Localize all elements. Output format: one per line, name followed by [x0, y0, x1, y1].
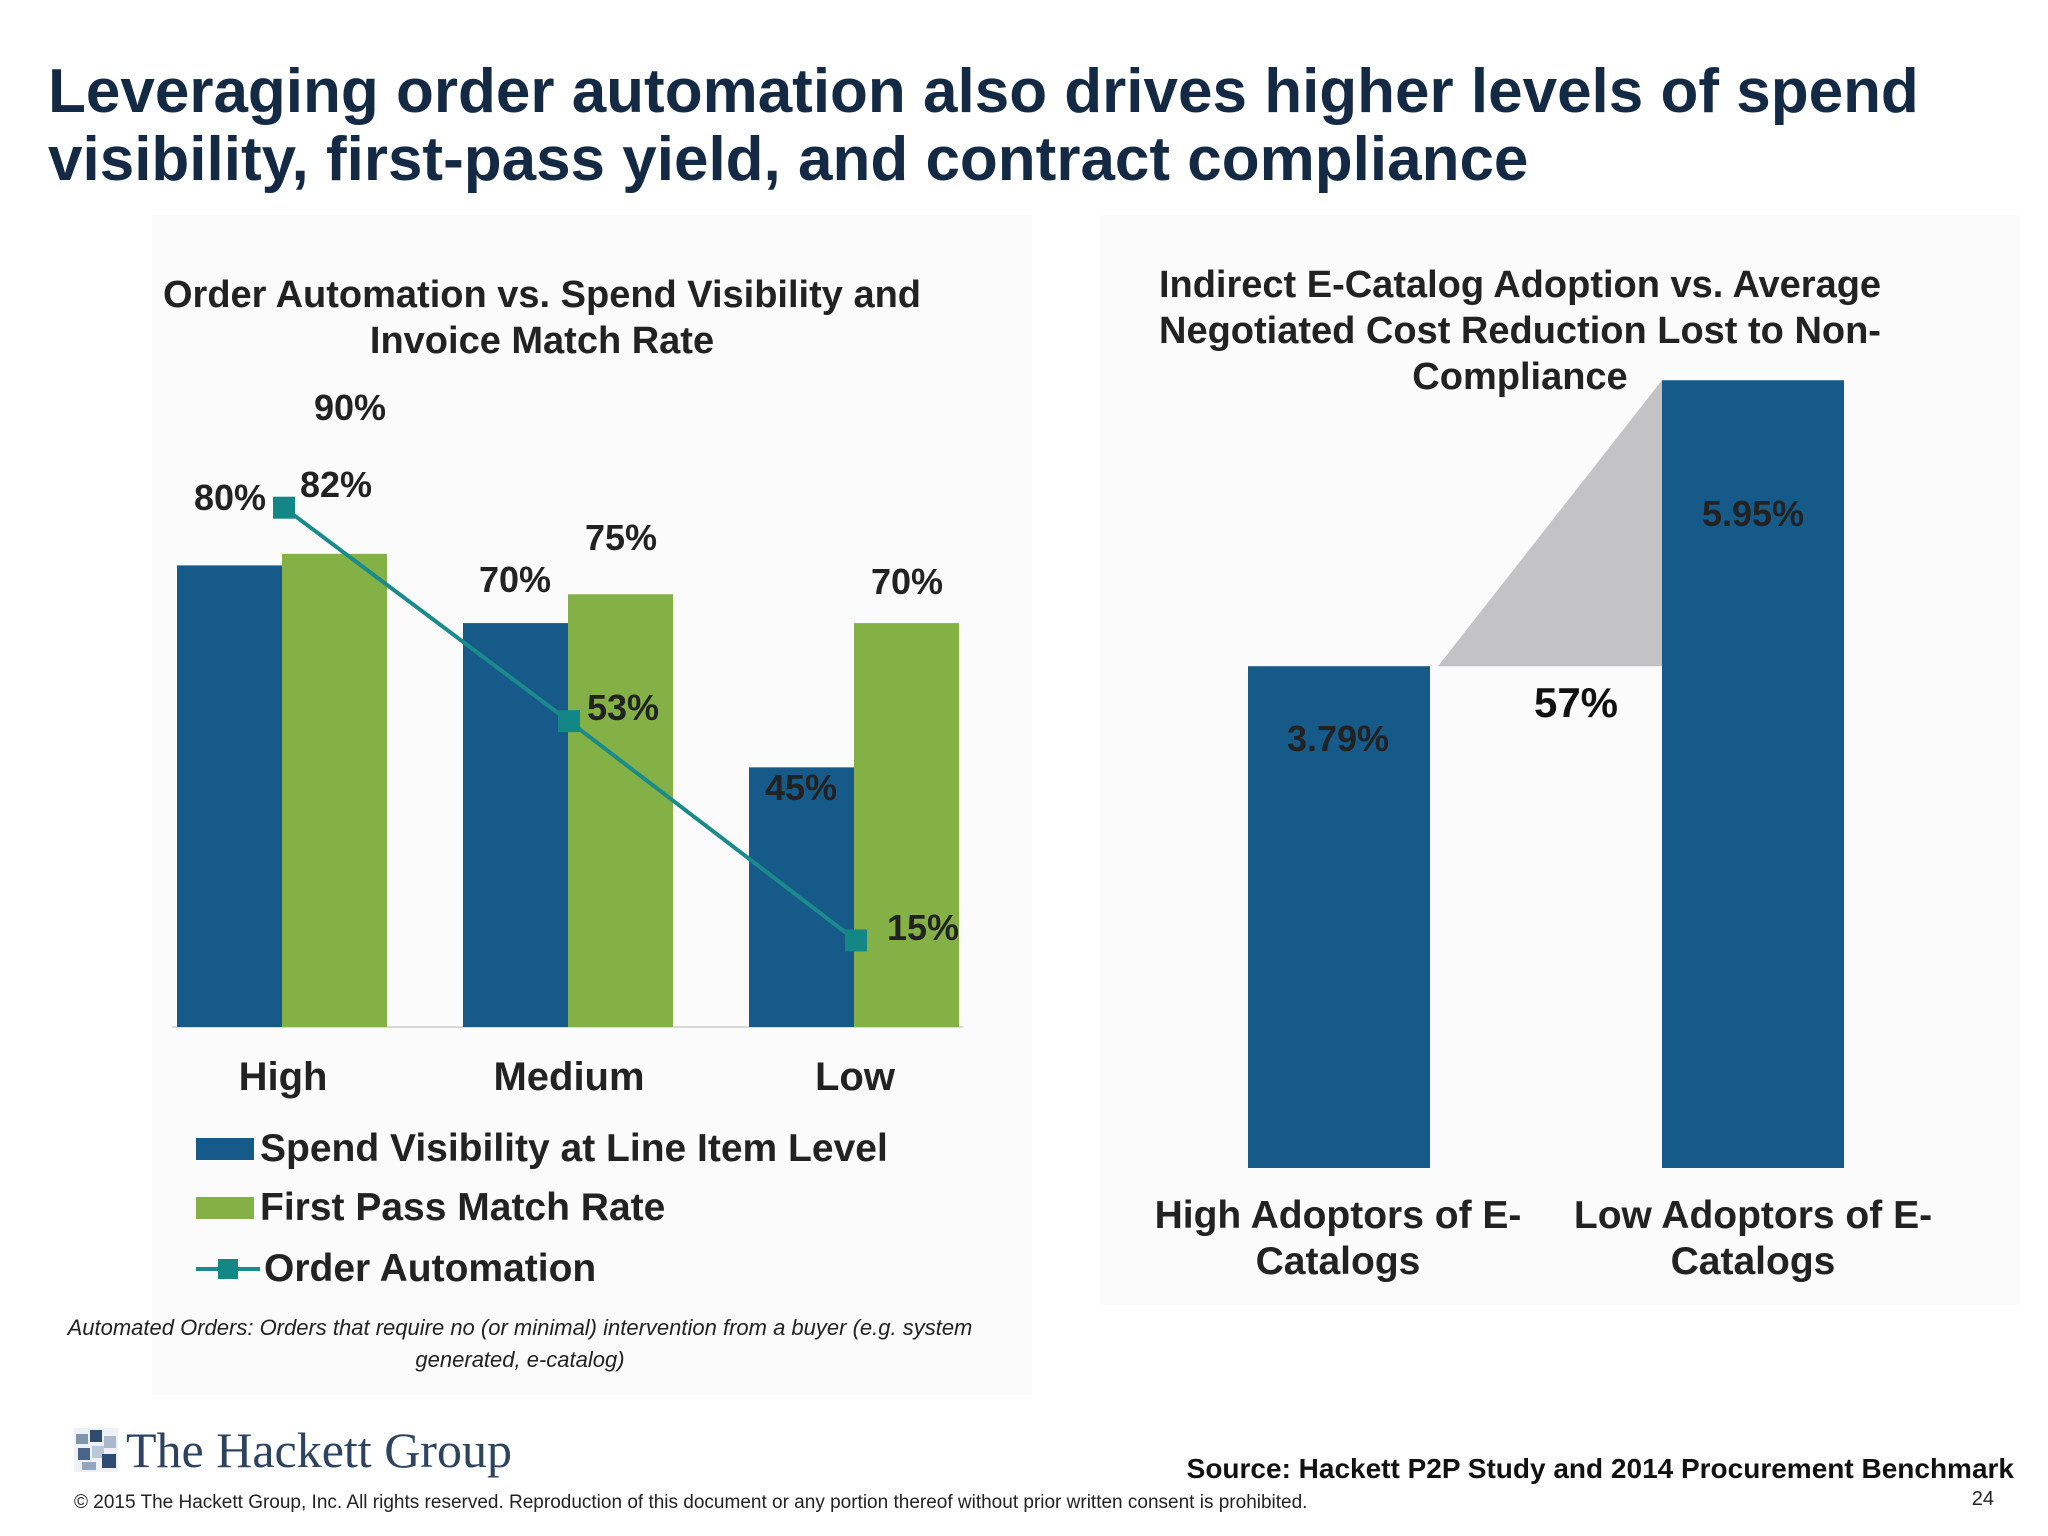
marker-order-automation-medium	[558, 710, 580, 733]
legend-item-order-automation: Order Automation	[196, 1244, 596, 1294]
slide-title: Leveraging order automation also drives …	[48, 57, 1919, 194]
x-tick-label-high-adoptors-of-e-catalogs-line2: Catalogs	[1256, 1240, 1421, 1283]
bar-spend-visibility-at-line-item-level-high	[177, 565, 282, 1027]
data-label-spend-low: 45%	[765, 767, 837, 808]
data-label-spend-high: 80%	[194, 477, 266, 518]
data-label-spend-medium: 70%	[479, 559, 551, 600]
bar-first-pass-match-rate-low	[854, 623, 959, 1027]
x-tick-label-high-adoptors-of-e-catalogs-line1: High Adoptors of E-	[1155, 1194, 1522, 1237]
data-label-firstpass-medium: 75%	[585, 517, 657, 558]
order-automation-chart: 80% 70% 45% 82% 75% 70% 90% 53% 15% High Medium Low	[172, 387, 963, 1099]
bar-low-adoptors-of-e-catalogs	[1662, 380, 1844, 1169]
legend-swatch-first-pass	[196, 1197, 254, 1219]
page-number: 24	[1971, 1488, 1994, 1510]
data-label-low-adoptors-of-e-catalogs: 5.95%	[1702, 493, 1804, 534]
data-label-order-automation-high: 90%	[314, 387, 386, 428]
marker-order-automation-low	[845, 929, 867, 952]
legend-label-spend-visibility: Spend Visibility at Line Item Level	[260, 1127, 888, 1170]
footnote: Automated Orders: Orders that require no…	[67, 1315, 973, 1372]
bar-first-pass-match-rate-high	[282, 553, 387, 1027]
x-tick-label-medium: Medium	[493, 1055, 644, 1099]
legend-item-first-pass: First Pass Match Rate	[196, 1183, 665, 1233]
bar-spend-visibility-at-line-item-level-medium	[463, 623, 568, 1027]
right-chart-title: Indirect E-Catalog Adoption vs. Average …	[1158, 264, 1882, 398]
x-tick-label-low-adoptors-of-e-catalogs-line2: Catalogs	[1671, 1240, 1836, 1283]
gap-annotation-label: 57%	[1534, 679, 1618, 726]
data-label-order-automation-medium: 53%	[587, 687, 659, 728]
legend-label-first-pass: First Pass Match Rate	[260, 1186, 666, 1229]
legend-item-spend-visibility: Spend Visibility at Line Item Level	[196, 1124, 888, 1174]
gap-wedge	[1438, 380, 1662, 667]
legend-swatch-order-automation	[196, 1258, 260, 1280]
x-tick-label-low: Low	[815, 1055, 896, 1099]
legend-label-order-automation: Order Automation	[264, 1247, 597, 1290]
hackett-logo: The Hackett Group	[74, 1422, 512, 1478]
bar-high-adoptors-of-e-catalogs	[1248, 666, 1430, 1168]
left-chart-title: Order Automation vs. Spend Visibility an…	[162, 274, 921, 362]
legend-swatch-spend-visibility	[196, 1138, 254, 1160]
hackett-logo-icon	[74, 1428, 118, 1472]
data-label-high-adoptors-of-e-catalogs: 3.79%	[1287, 718, 1389, 759]
x-tick-label-low-adoptors-of-e-catalogs-line1: Low Adoptors of E-	[1574, 1194, 1932, 1237]
ecatalog-adoption-chart: 57%3.79%5.95%High Adoptors of E-Catalogs…	[1155, 380, 1932, 1283]
x-tick-label-high: High	[239, 1055, 328, 1099]
bar-first-pass-match-rate-medium	[568, 594, 673, 1027]
hackett-logo-text: The Hackett Group	[126, 1422, 512, 1478]
source-note: Source: Hackett P2P Study and 2014 Procu…	[1186, 1453, 2014, 1484]
marker-order-automation-high	[273, 496, 295, 519]
data-label-firstpass-low: 70%	[871, 561, 943, 602]
data-label-order-automation-low: 15%	[887, 907, 959, 948]
copyright-note: © 2015 The Hackett Group, Inc. All right…	[74, 1492, 1308, 1513]
data-label-firstpass-high: 82%	[300, 464, 372, 505]
